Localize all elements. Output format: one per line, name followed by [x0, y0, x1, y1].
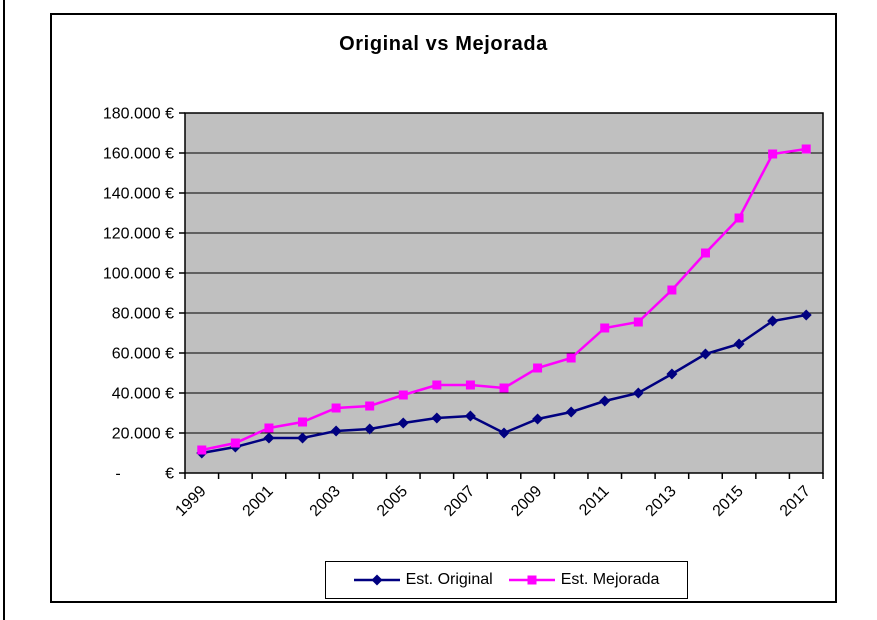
- data-point-marker: [431, 412, 443, 424]
- y-axis-label: 40.000 €: [112, 386, 174, 403]
- plot-area: - € 20.000 € 40.000 € 60.000 € 80.000 € 100.0…: [103, 106, 824, 520]
- data-point-marker: [263, 432, 275, 444]
- data-point-marker: [499, 383, 509, 393]
- legend-label-est-original: Est. Original: [405, 571, 493, 588]
- y-axis-label: 100.000 €: [103, 266, 174, 283]
- x-axis-label: 2009: [508, 483, 545, 520]
- y-axis-label: 80.000 €: [112, 306, 174, 323]
- legend-item-est-mejorada: Est. Mejorada: [508, 571, 660, 589]
- x-axis-label: 2001: [240, 483, 277, 520]
- data-point-marker: [230, 438, 240, 448]
- y-axis-label: 160.000 €: [103, 146, 174, 163]
- data-point-marker: [699, 348, 711, 360]
- data-point-marker: [734, 213, 744, 223]
- data-point-marker: [565, 406, 577, 418]
- page-left-border: [3, 0, 5, 620]
- legend-item-est-original: Est. Original: [353, 571, 493, 589]
- data-point-marker: [733, 338, 745, 350]
- data-point-marker: [801, 144, 811, 154]
- legend-label-est-mejorada: Est. Mejorada: [560, 571, 660, 588]
- legend-line-square-icon: [508, 575, 555, 585]
- y-axis-label: 120.000 €: [103, 226, 174, 243]
- y-axis-label: 20.000 €: [112, 426, 174, 443]
- data-point-marker: [464, 410, 476, 422]
- legend-sample-marker: [371, 574, 383, 586]
- data-point-marker: [364, 423, 376, 435]
- y-axis-label: 180.000 €: [103, 106, 174, 123]
- chart-title: Original vs Mejorada: [339, 33, 548, 55]
- data-point-marker: [298, 417, 308, 427]
- legend-sample-marker: [527, 575, 537, 585]
- x-axis-label: 2013: [643, 483, 680, 520]
- data-point-marker: [667, 285, 677, 295]
- y-axis-label: 140.000 €: [103, 186, 174, 203]
- data-point-marker: [297, 432, 309, 444]
- data-point-marker: [498, 427, 510, 439]
- data-point-marker: [533, 363, 543, 373]
- data-point-marker: [432, 380, 442, 390]
- data-point-marker: [365, 401, 375, 411]
- data-point-marker: [566, 353, 576, 363]
- data-point-marker: [800, 309, 812, 321]
- x-axis-label: 2015: [710, 483, 747, 520]
- data-point-marker: [465, 380, 475, 390]
- x-axis-label: 2007: [441, 483, 478, 520]
- data-point-marker: [532, 413, 544, 425]
- data-point-marker: [398, 390, 408, 400]
- chart-frame: Original vs Mejorada - € 20.000 € 40.000 €…: [50, 13, 837, 603]
- data-point-marker: [599, 395, 611, 407]
- y-axis-label: 60.000 €: [112, 346, 174, 363]
- data-point-marker: [700, 248, 710, 258]
- x-axis-label: 2017: [777, 483, 814, 520]
- data-point-marker: [397, 417, 409, 429]
- legend-line-diamond-icon: [353, 574, 400, 586]
- data-point-marker: [600, 323, 610, 333]
- plot-background: [184, 112, 824, 474]
- data-point-marker: [264, 423, 274, 433]
- legend: Est. Original Est. Mejorada: [325, 561, 688, 599]
- data-point-marker: [666, 368, 678, 380]
- x-axis-label: 2003: [307, 483, 344, 520]
- data-point-marker: [330, 425, 342, 437]
- x-axis-label: 2005: [374, 483, 411, 520]
- data-point-marker: [633, 317, 643, 327]
- data-point-marker: [768, 149, 778, 159]
- data-point-marker: [632, 387, 644, 399]
- data-point-marker: [197, 445, 207, 455]
- x-axis-label: 1999: [172, 483, 209, 520]
- y-axis-label: - €: [115, 466, 174, 483]
- x-axis-label: 2011: [576, 483, 612, 519]
- data-point-marker: [331, 403, 341, 413]
- data-point-marker: [767, 315, 779, 327]
